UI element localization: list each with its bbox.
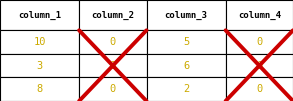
Bar <box>0 30 79 54</box>
Bar <box>146 30 226 54</box>
Bar <box>226 77 293 101</box>
Text: column_1: column_1 <box>18 11 61 20</box>
Bar <box>79 0 146 30</box>
Text: 0: 0 <box>256 61 263 71</box>
Text: 0: 0 <box>110 37 116 47</box>
Bar <box>0 0 79 30</box>
Text: column_2: column_2 <box>91 11 134 20</box>
Text: 10: 10 <box>33 37 46 47</box>
Text: 6: 6 <box>183 61 189 71</box>
Text: 0: 0 <box>110 61 116 71</box>
Bar <box>146 77 226 101</box>
Text: column_3: column_3 <box>165 11 207 20</box>
Text: 0: 0 <box>110 84 116 94</box>
Text: 0: 0 <box>256 37 263 47</box>
Text: 2: 2 <box>183 84 189 94</box>
Bar <box>146 0 226 30</box>
Text: 0: 0 <box>256 84 263 94</box>
Text: 3: 3 <box>36 61 43 71</box>
Bar <box>0 77 79 101</box>
Bar <box>79 30 146 54</box>
Bar <box>226 54 293 77</box>
Bar <box>79 77 146 101</box>
Bar <box>226 0 293 30</box>
Text: column_4: column_4 <box>238 11 281 20</box>
Bar <box>146 54 226 77</box>
Bar <box>79 54 146 77</box>
Bar <box>0 54 79 77</box>
Text: 5: 5 <box>183 37 189 47</box>
Bar <box>226 30 293 54</box>
Text: 8: 8 <box>36 84 43 94</box>
